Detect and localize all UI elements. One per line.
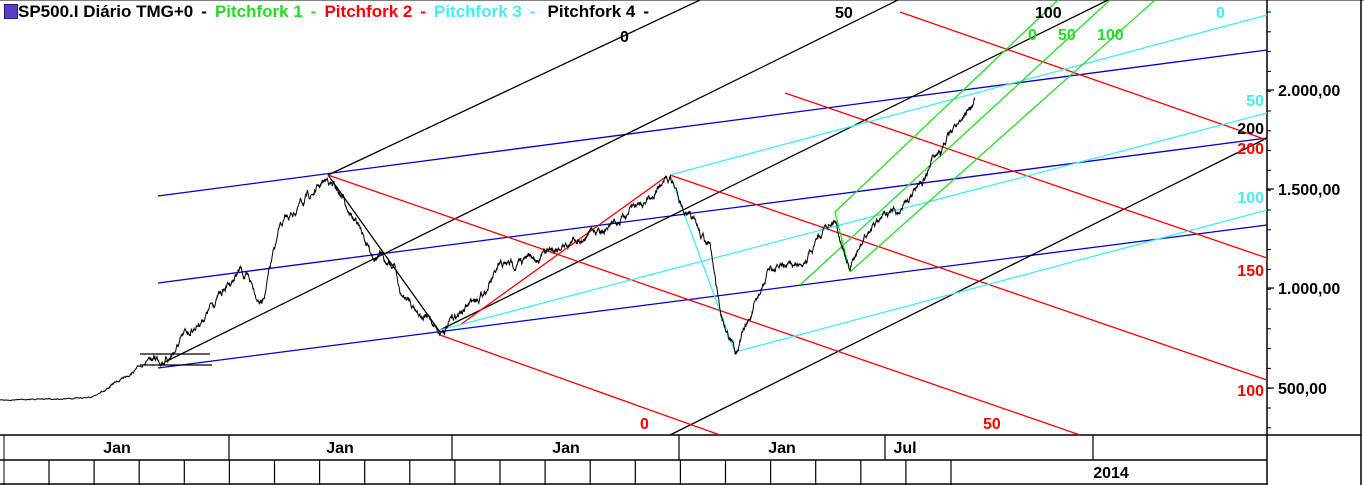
x-tick-label: Jan [768,440,796,457]
green-pitchfork-line [834,0,1059,213]
y-tick-label: 1.000,00 [1278,281,1340,298]
black-pitchfork-line [164,0,899,363]
level-label: 100 [1035,5,1062,22]
level-label: 50 [835,5,853,22]
level-label: 50 [1246,93,1264,110]
green-pitchfork-line [849,0,1156,273]
pitchfork-lines [140,0,1268,436]
level-label: 100 [1237,383,1264,400]
legend-sep: - [201,2,207,21]
level-labels: 0 50 100 0 50 100 0 50 200 200 100 150 100 0 50 [620,5,1264,433]
x-year-label: 2014 [1093,465,1129,482]
cfd-icon [4,4,18,19]
black-pitchfork-line [439,0,1109,331]
price-series [0,96,976,402]
red-pitchfork-line [784,92,1268,259]
cyan-pitchfork-line [439,112,1268,331]
x-tick-label: Jan [326,440,354,457]
x-tick-label: Jan [103,440,131,457]
level-label: 200 [1237,141,1264,158]
blue-pitchfork-line [157,224,1268,369]
level-label: 0 [640,416,649,433]
y-tick-label: 1.500,00 [1278,182,1340,199]
cyan-pitchfork-line [669,14,1268,176]
legend-pitchfork-4[interactable]: Pitchfork 4 [547,2,636,21]
level-label: 50 [1058,27,1076,44]
legend-pitchfork-1[interactable]: Pitchfork 1 [214,2,303,21]
black-pitchfork-line [327,0,701,176]
level-label: 200 [1237,121,1264,138]
legend-sep: - [420,2,426,21]
level-label: 50 [983,416,1001,433]
red-pitchfork-line [439,334,721,436]
legend-pitchfork-3[interactable]: Pitchfork 3 [434,2,522,21]
legend-sep: - [310,2,317,21]
level-label: 100 [1237,190,1264,207]
axes: 2.000,00 1.500,00 1.000,00 500,00 Jan Jan Jan J… [103,11,1340,482]
red-pitchfork-line [669,174,1268,381]
level-label: 0 [1028,27,1037,44]
level-label: 150 [1237,263,1264,280]
red-pitchfork-line [899,11,1268,141]
level-label: 0 [620,29,629,46]
legend-sep: - [529,2,536,21]
legend-pitchfork-2[interactable]: Pitchfork 2 [324,2,413,21]
legend-sep: - [643,2,650,21]
cyan-pitchfork-line [734,209,1268,353]
legend: SP500.I Diário TMG+0 - Pitchfork 1 - Pit… [18,2,657,22]
x-tick-label: Jul [893,440,916,457]
level-label: 100 [1097,27,1124,44]
blue-pitchfork-line [157,49,1268,197]
legend-symbol: SP500.I Diário TMG+0 [18,2,194,21]
black-pitchfork-line [327,174,441,333]
red-pitchfork-line [459,175,668,326]
y-tick-label: 500,00 [1278,381,1327,398]
level-label: 0 [1216,5,1225,22]
x-tick-label: Jan [552,440,580,457]
y-tick-label: 2.000,00 [1278,83,1340,100]
price-line [0,96,976,402]
green-pitchfork-line [799,0,1111,286]
black-pitchfork-line [669,137,1268,436]
red-pitchfork-line [327,174,1081,436]
